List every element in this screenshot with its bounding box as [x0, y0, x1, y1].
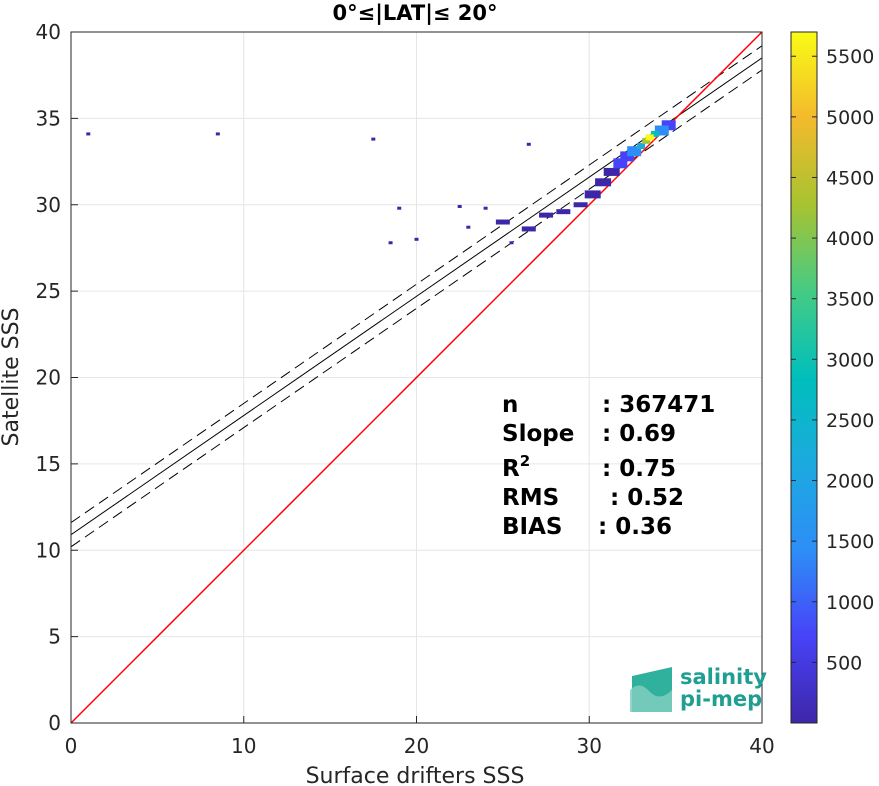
stat-key: Slope — [502, 421, 574, 447]
density-cell — [595, 178, 612, 187]
stat-value: : 0.52 — [610, 485, 684, 511]
colorbar-tick-label: 3500 — [826, 289, 874, 311]
y-tick-label: 20 — [36, 366, 61, 390]
colorbar-tick-label: 5000 — [826, 107, 874, 129]
y-tick-label: 15 — [36, 452, 61, 476]
x-tick-label: 20 — [404, 734, 429, 758]
density-cell — [371, 137, 376, 141]
y-axis-label: Satellite SSS — [0, 308, 24, 447]
stat-superscript: 2 — [520, 452, 530, 470]
y-tick-label: 10 — [36, 538, 61, 562]
y-tick-label: 40 — [36, 20, 61, 44]
density-cell — [521, 226, 536, 232]
statistics-box: n : 367471 Slope : 0.69 R2 : 0.75 RMS : 0.52 BIA… — [502, 392, 715, 540]
logo-line2: pi-mep — [680, 687, 762, 711]
density-cell — [388, 241, 393, 245]
colorbar-tick-label: 2000 — [826, 471, 874, 493]
colorbar-tick-label: 1500 — [826, 531, 874, 553]
density-cell — [654, 125, 669, 136]
x-tick-label: 30 — [577, 734, 602, 758]
colorbar-tick-label: 3000 — [826, 349, 874, 371]
density-cell — [573, 202, 588, 208]
colorbar-tick-label: 1000 — [826, 592, 874, 614]
density-cell — [539, 212, 554, 218]
density-cell — [603, 167, 620, 176]
colorbar-tick-label: 4000 — [826, 228, 874, 250]
x-tick-label: 10 — [231, 734, 256, 758]
density-cell — [620, 151, 635, 162]
density-cell — [414, 237, 419, 241]
density-cell — [466, 225, 471, 229]
stat-value: : 367471 — [602, 392, 715, 418]
x-tick-label: 0 — [65, 734, 78, 758]
density-cell — [215, 132, 220, 136]
identity-line — [71, 32, 762, 723]
density-cells — [86, 120, 676, 245]
density-cell — [86, 132, 91, 136]
stat-key: R2 — [502, 452, 530, 482]
density-cell — [526, 142, 531, 146]
stat-value: : 0.36 — [598, 514, 672, 540]
density-cell — [495, 219, 510, 225]
density-cell — [397, 206, 402, 210]
colorbar-tick-label: 5500 — [826, 46, 874, 68]
density-cell — [457, 204, 462, 208]
density-cell — [645, 134, 654, 141]
density-cell — [509, 241, 514, 245]
y-tick-label: 30 — [36, 193, 61, 217]
density-cell — [556, 209, 571, 215]
logo-line1: salinity — [680, 665, 767, 689]
y-tick-label: 25 — [36, 279, 61, 303]
density-cell — [483, 206, 488, 210]
x-axis-ticks: 0 10 20 30 40 — [65, 716, 775, 758]
y-tick-label: 0 — [48, 711, 61, 735]
colorbar-ticks: 500 1000 1500 2000 2500 3000 3500 4000 4500 5000 5… — [791, 46, 874, 674]
colorbar — [790, 31, 818, 724]
y-axis-ticks: 0 5 10 15 20 25 30 35 40 — [36, 20, 78, 735]
colorbar-tick-label: 2500 — [826, 410, 874, 432]
density-cell — [642, 137, 651, 144]
wave-logo-layer-icon — [630, 685, 672, 712]
density-cell — [613, 158, 628, 169]
stat-value: : 0.75 — [602, 456, 676, 482]
chart-title: 0°≤|LAT|≤ 20° — [332, 1, 497, 26]
density-cell — [627, 146, 642, 157]
reference-lines — [71, 32, 762, 723]
density-cell — [637, 143, 646, 150]
y-tick-label: 5 — [48, 625, 61, 649]
x-tick-label: 40 — [749, 734, 774, 758]
stat-value: : 0.69 — [602, 421, 676, 447]
stat-key: BIAS — [502, 514, 562, 540]
stat-key: RMS — [502, 485, 559, 511]
density-cell — [661, 120, 676, 131]
colorbar-tick-label: 4500 — [826, 167, 874, 189]
lower-confidence-line — [71, 69, 762, 548]
density-cell — [584, 190, 601, 199]
salinity-pi-mep-logo: salinity pi-mep — [630, 665, 767, 712]
density-cell — [650, 130, 659, 137]
x-axis-label: Surface drifters SSS — [306, 764, 525, 786]
y-tick-label: 35 — [36, 106, 61, 130]
colorbar-tick-label: 500 — [826, 652, 862, 674]
upper-confidence-line — [71, 45, 762, 524]
stat-key: n — [502, 392, 518, 418]
